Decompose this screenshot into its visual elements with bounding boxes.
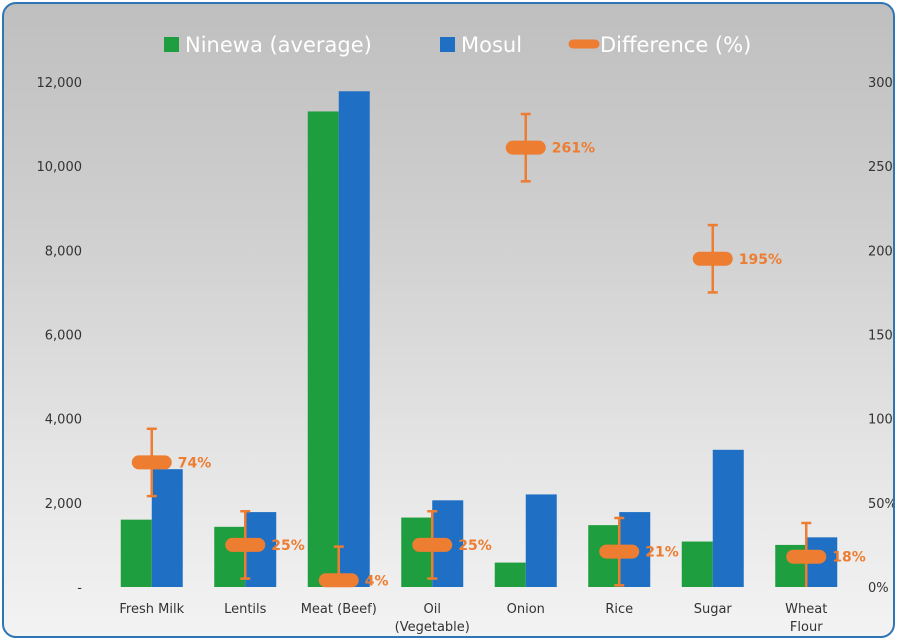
category-label: (Vegetable)	[395, 620, 470, 635]
left-tick-label: 8,000	[45, 244, 82, 259]
bar-mosul	[151, 469, 183, 587]
category-axis: Fresh Milk Lentils Meat (Beef) Oil (Vegetabl…	[119, 602, 827, 635]
bar-ninewa	[214, 526, 246, 587]
bars	[120, 91, 838, 587]
right-axis: 0% 50% 100% 150% 200% 250% 300%	[868, 76, 895, 596]
difference-label: 195%	[739, 252, 782, 268]
difference-label: 4%	[365, 573, 389, 589]
bar-ninewa	[494, 562, 526, 587]
right-tick-label: 250%	[868, 160, 895, 175]
left-tick-label: 2,000	[45, 497, 82, 512]
legend-swatch-0	[164, 37, 179, 52]
bar-line-chart: Ninewa (average) Mosul Difference (%) - 2,0…	[37, 33, 895, 635]
difference-label: 21%	[645, 545, 679, 561]
difference-label: 25%	[458, 538, 492, 554]
left-tick-label: 10,000	[37, 160, 83, 175]
bar-mosul	[338, 91, 370, 587]
category-label: Wheat	[785, 602, 827, 617]
difference-series: 74% 25% 4% 25% 261% 21% 195% 18%	[131, 112, 866, 589]
legend-swatch-1	[440, 37, 455, 52]
legend: Ninewa (average) Mosul Difference (%)	[164, 33, 751, 57]
bar-ninewa	[681, 541, 713, 587]
bar-ninewa	[120, 519, 152, 587]
difference-label: 25%	[271, 538, 305, 554]
legend-label-2: Difference (%)	[600, 33, 751, 57]
legend-label-0: Ninewa (average)	[185, 33, 372, 57]
left-tick-label: 12,000	[37, 76, 83, 91]
bar-ninewa	[401, 517, 433, 587]
right-tick-label: 100%	[868, 413, 895, 428]
right-tick-label: 50%	[868, 497, 895, 512]
right-tick-label: 300%	[868, 76, 895, 91]
category-label: Lentils	[224, 602, 267, 617]
category-label: Onion	[507, 602, 545, 617]
category-label: Rice	[605, 602, 633, 617]
category-label: Meat (Beef)	[301, 602, 377, 617]
right-tick-label: 0%	[868, 581, 889, 596]
right-tick-label: 200%	[868, 244, 895, 259]
bar-ninewa	[307, 111, 339, 587]
left-tick-label: -	[77, 581, 82, 596]
left-axis: - 2,000 4,000 6,000 8,000 10,000 12,000	[37, 76, 83, 596]
difference-label: 74%	[178, 455, 212, 471]
category-label: Flour	[790, 620, 823, 635]
category-label: Fresh Milk	[119, 602, 184, 617]
left-tick-label: 4,000	[45, 413, 82, 428]
category-label: Oil	[424, 602, 441, 617]
left-tick-label: 6,000	[45, 329, 82, 344]
category-label: Sugar	[694, 602, 733, 617]
difference-label: 261%	[552, 141, 595, 157]
legend-label-1: Mosul	[461, 33, 522, 57]
right-tick-label: 150%	[868, 329, 895, 344]
difference-label: 18%	[832, 550, 866, 566]
bar-mosul	[712, 449, 744, 587]
bar-mosul	[525, 494, 557, 587]
